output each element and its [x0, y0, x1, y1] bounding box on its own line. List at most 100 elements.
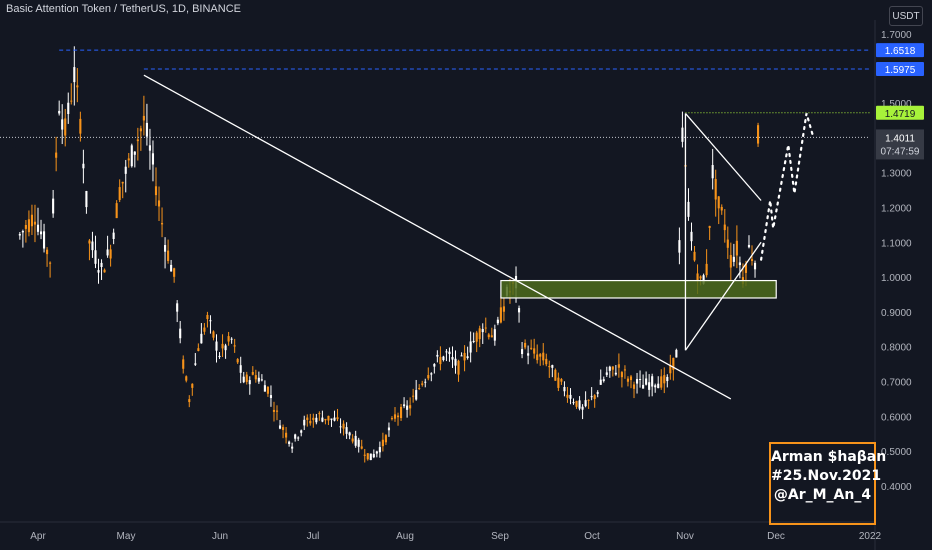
candle [85, 190, 88, 214]
candle [167, 239, 170, 264]
candle [651, 373, 654, 397]
candle [248, 376, 251, 395]
candle-body [469, 341, 472, 353]
candle [499, 296, 502, 324]
candle-body [521, 349, 524, 355]
candle-body [282, 427, 285, 430]
candle [617, 353, 620, 378]
last-price-text: 1.4011 [885, 133, 915, 144]
candle [660, 369, 663, 390]
candle [336, 408, 339, 422]
candle-body [705, 263, 708, 276]
candle-body [139, 128, 142, 132]
candle-body [333, 417, 336, 421]
candle [49, 261, 52, 278]
candle-body [106, 249, 109, 256]
candle-body [327, 415, 330, 421]
candle [233, 338, 236, 353]
time-tick-label: Jun [212, 531, 228, 542]
candle [236, 358, 239, 364]
candle-body [533, 348, 536, 354]
candle [399, 403, 403, 421]
candle-body [21, 230, 24, 233]
candle [663, 367, 666, 394]
candle-body [732, 256, 735, 262]
candle-body [288, 441, 291, 444]
candle [457, 359, 460, 382]
candle-body [185, 376, 188, 381]
candle-body [248, 380, 251, 385]
candle-body [412, 395, 415, 397]
candle [729, 242, 732, 281]
candle [642, 374, 645, 389]
candle [97, 258, 100, 284]
candle [747, 235, 751, 249]
candle-body [424, 381, 427, 383]
candle [333, 410, 336, 422]
candle-body [439, 356, 442, 365]
time-tick-label: May [117, 531, 136, 542]
candle [545, 353, 548, 367]
candle [127, 152, 130, 168]
candle [291, 442, 294, 453]
candle [351, 434, 354, 444]
candle [182, 355, 185, 374]
price-tick-label: 1.7000 [881, 30, 912, 41]
candle [327, 415, 330, 426]
candle-body [699, 276, 702, 279]
candle [136, 127, 139, 161]
candle-body [545, 358, 548, 365]
candle [521, 342, 524, 359]
candle-body [55, 152, 58, 158]
candle [170, 259, 173, 272]
candle-body [711, 165, 714, 179]
signature-date: #25.Nov.2021 [771, 468, 882, 484]
candle-body [672, 357, 675, 370]
candle-body [403, 404, 406, 407]
candle-body [584, 400, 587, 407]
candle-body [303, 419, 306, 426]
candle [448, 347, 451, 362]
candle [451, 346, 454, 368]
candle-body [354, 435, 357, 446]
candle-body [708, 225, 711, 228]
candle [566, 386, 569, 403]
candle-body [393, 414, 397, 419]
candle [517, 305, 521, 323]
candle [157, 186, 161, 221]
candle-body [136, 139, 139, 142]
candle [608, 365, 611, 378]
candle [82, 149, 85, 184]
candle [533, 338, 536, 359]
candle [381, 432, 384, 452]
currency-button[interactable]: USDT [889, 6, 923, 26]
candle-body [433, 363, 436, 367]
candle-body [245, 374, 248, 382]
candle-body [91, 241, 94, 251]
countdown-text: 07:47:59 [881, 146, 920, 157]
candle-body [239, 365, 242, 373]
candle-body [750, 259, 754, 261]
candle [726, 226, 729, 259]
candle-body [182, 359, 185, 369]
candle [390, 416, 394, 421]
candle [27, 210, 30, 237]
candle-body [566, 394, 569, 398]
candle [151, 140, 155, 182]
candle-body [251, 372, 254, 375]
candle [472, 332, 475, 344]
time-axis[interactable]: Apr May Jun Jul Aug Sep Oct Nov Dec 2022 [0, 521, 882, 542]
candle [218, 352, 221, 359]
candle-body [753, 262, 757, 270]
candle-body [291, 446, 294, 449]
candle [669, 354, 672, 380]
price-tick-label: 1.5000 [881, 99, 912, 110]
candle-body [666, 376, 669, 382]
candle-body [294, 434, 297, 439]
candle [645, 371, 648, 386]
candle [393, 407, 397, 422]
price-tick-label: 0.5000 [881, 447, 912, 458]
candle-body [170, 264, 173, 272]
candle-body [378, 447, 381, 453]
candle-body [142, 115, 145, 121]
